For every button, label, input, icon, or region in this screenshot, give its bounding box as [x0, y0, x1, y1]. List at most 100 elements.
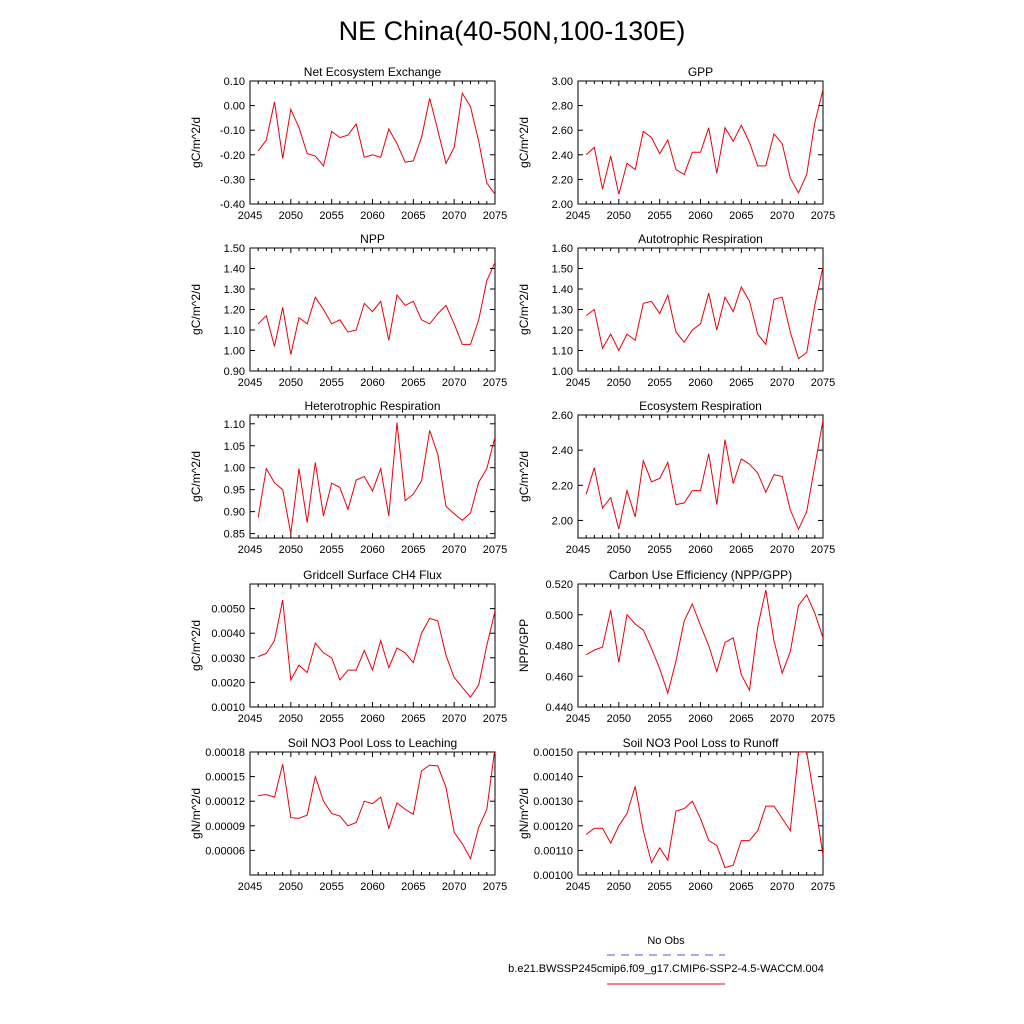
x-tick-label: 2045 — [566, 210, 590, 222]
x-tick-label: 2055 — [647, 210, 671, 222]
y-tick-label: 0.95 — [224, 485, 245, 497]
y-tick-label: -0.30 — [220, 174, 245, 186]
y-tick-label: 1.20 — [224, 305, 245, 317]
y-tick-label: 1.00 — [552, 366, 573, 378]
x-tick-label: 2045 — [566, 377, 590, 389]
panel-6: Gridcell Surface CH4 Flux gC/m^2/d 2045 205… — [189, 568, 507, 725]
x-tick-label: 2075 — [483, 210, 507, 222]
plot-frame — [249, 247, 496, 372]
x-tick-label: 2055 — [647, 881, 671, 893]
x-tick-label: 2065 — [401, 881, 425, 893]
plot-frame — [577, 751, 824, 876]
x-tick-label: 2065 — [729, 210, 753, 222]
panel-3: Autotrophic Respiration gC/m^2/d 2045 2050 2… — [517, 232, 835, 389]
plot-frame — [249, 751, 496, 876]
panel-title: Net Ecosystem Exchange — [304, 65, 442, 79]
y-tick-label: 0.00100 — [533, 870, 573, 882]
x-tick-label: 2045 — [566, 544, 590, 556]
x-tick-label: 2050 — [279, 544, 303, 556]
x-tick-label: 2070 — [442, 544, 466, 556]
y-tick-label: 0.500 — [545, 610, 573, 622]
x-tick-label: 2070 — [442, 881, 466, 893]
x-tick-label: 2050 — [607, 377, 631, 389]
y-tick-label: 1.30 — [224, 284, 245, 296]
x-tick-label: 2050 — [607, 713, 631, 725]
y-tick-label: 3.00 — [552, 76, 573, 88]
y-tick-label: 1.30 — [552, 305, 573, 317]
plot-frame — [577, 414, 824, 539]
x-tick-label: 2045 — [566, 881, 590, 893]
x-tick-label: 2055 — [319, 210, 343, 222]
y-tick-label: -0.40 — [220, 199, 245, 211]
panel-2: NPP gC/m^2/d 2045 2050 2055 2060 2065 2070 2075 0… — [189, 232, 507, 389]
legend: No Obs b.e21.BWSSP245cmip6.f09_g17.CMIP6… — [508, 935, 824, 985]
y-tick-label: 1.00 — [224, 346, 245, 358]
y-tick-label: 2.20 — [552, 174, 573, 186]
x-tick-label: 2055 — [647, 544, 671, 556]
series-line — [585, 589, 823, 695]
series-line — [258, 752, 495, 860]
x-tick-label: 2075 — [811, 544, 835, 556]
y-tick-label: 0.460 — [545, 671, 573, 683]
y-axis-label: gC/m^2/d — [189, 117, 203, 168]
x-tick-label: 2060 — [688, 210, 712, 222]
panel-title: NPP — [360, 232, 385, 246]
x-tick-label: 2070 — [770, 713, 794, 725]
x-tick-label: 2070 — [770, 881, 794, 893]
y-tick-label: 1.40 — [224, 264, 245, 276]
plot-frame — [249, 80, 496, 205]
x-tick-label: 2070 — [770, 544, 794, 556]
x-tick-label: 2070 — [442, 377, 466, 389]
y-tick-label: 2.40 — [552, 150, 573, 162]
x-tick-label: 2070 — [442, 713, 466, 725]
panel-title: GPP — [688, 65, 713, 79]
x-tick-label: 2045 — [238, 713, 262, 725]
x-tick-label: 2075 — [483, 713, 507, 725]
y-tick-label: 2.40 — [552, 445, 573, 457]
y-tick-label: 1.05 — [224, 441, 245, 453]
panel-title: Heterotrophic Respiration — [304, 399, 440, 413]
x-tick-label: 2055 — [319, 377, 343, 389]
series-line — [585, 89, 823, 195]
panel-title: Autotrophic Respiration — [638, 232, 763, 246]
plot-frame — [249, 583, 496, 708]
y-axis-label: gN/m^2/d — [189, 788, 203, 839]
x-tick-label: 2045 — [238, 377, 262, 389]
panel-title: Ecosystem Respiration — [639, 399, 762, 413]
y-tick-label: 0.00006 — [205, 845, 245, 857]
y-tick-label: 1.10 — [224, 325, 245, 337]
x-tick-label: 2050 — [279, 713, 303, 725]
y-axis-label: NPP/GPP — [517, 619, 531, 672]
y-tick-label: 2.00 — [552, 199, 573, 211]
y-axis-label: gN/m^2/d — [517, 788, 531, 839]
y-tick-label: -0.10 — [220, 125, 245, 137]
x-tick-label: 2075 — [811, 713, 835, 725]
y-tick-label: 2.20 — [552, 480, 573, 492]
x-tick-label: 2055 — [319, 881, 343, 893]
y-axis-label: gC/m^2/d — [517, 117, 531, 168]
x-tick-label: 2045 — [238, 210, 262, 222]
x-tick-label: 2045 — [238, 881, 262, 893]
x-tick-label: 2065 — [401, 210, 425, 222]
y-tick-label: 0.00018 — [205, 747, 245, 759]
panel-title: Carbon Use Efficiency (NPP/GPP) — [609, 568, 792, 582]
x-tick-label: 2065 — [729, 881, 753, 893]
x-tick-label: 2060 — [360, 377, 384, 389]
x-tick-label: 2075 — [811, 210, 835, 222]
panel-9: Soil NO3 Pool Loss to Runoff gN/m^2/d 2045… — [517, 736, 835, 893]
series-line — [585, 420, 823, 531]
panel-5: Ecosystem Respiration gC/m^2/d 2045 2050 205… — [517, 399, 835, 556]
y-tick-label: 0.480 — [545, 641, 573, 653]
y-tick-label: 0.0010 — [211, 702, 245, 714]
panel-title: Soil NO3 Pool Loss to Runoff — [623, 736, 780, 750]
panel-7: Carbon Use Efficiency (NPP/GPP) NPP/GPP 20… — [517, 568, 835, 725]
series-line — [257, 91, 495, 195]
x-tick-label: 2070 — [770, 377, 794, 389]
x-tick-label: 2055 — [647, 713, 671, 725]
y-tick-label: 1.00 — [224, 463, 245, 475]
x-tick-label: 2065 — [729, 713, 753, 725]
y-tick-label: 0.00120 — [533, 821, 573, 833]
x-tick-label: 2055 — [647, 377, 671, 389]
y-tick-label: 0.00015 — [205, 772, 245, 784]
legend-model-label: b.e21.BWSSP245cmip6.f09_g17.CMIP6-SSP2-4… — [508, 963, 824, 975]
